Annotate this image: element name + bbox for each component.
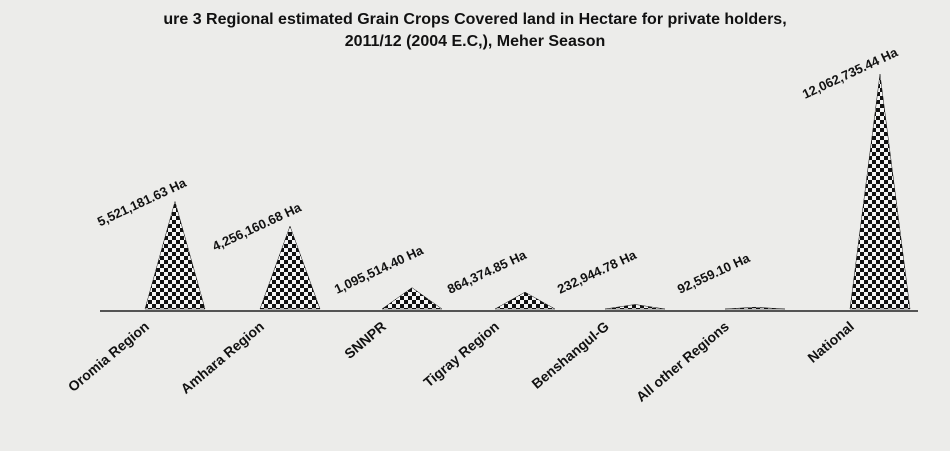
pyramid [494,291,556,310]
chart-title: ure 3 Regional estimated Grain Crops Cov… [163,11,786,28]
pyramid [259,225,321,310]
chart-subtitle: 2011/12 (2004 E.C,), Meher Season [345,33,606,50]
pyramid [849,73,911,310]
pyramid [144,200,206,310]
pyramid [604,304,666,310]
pyramid [381,287,443,310]
pyramid [724,306,786,310]
